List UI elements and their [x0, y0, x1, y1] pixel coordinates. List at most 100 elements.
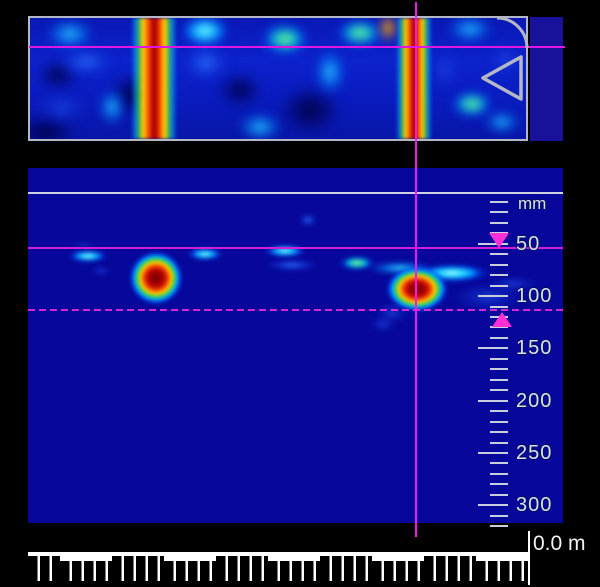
tape-baseline [28, 552, 528, 556]
ruler-minor-tick [490, 337, 508, 339]
heat-blob-dark [218, 74, 262, 106]
tape-segment [60, 561, 112, 581]
depth-unit-label: mm [518, 194, 547, 213]
ruler-minor-tick [490, 494, 508, 496]
depth-range-bottom-marker[interactable] [492, 312, 512, 327]
depth-range-top-marker[interactable] [489, 233, 509, 248]
heat-blob-cyan [368, 261, 432, 275]
heat-blob-faint [375, 303, 409, 323]
heat-blob-cyan [238, 113, 282, 139]
heat-blob-bright [68, 250, 108, 262]
tape-segment [268, 561, 320, 581]
ruler-minor-tick [490, 389, 508, 391]
tape-segment [320, 556, 372, 581]
ruler-minor-tick [490, 410, 508, 412]
ruler-label: 300 [516, 494, 553, 516]
heat-blob-cyan [484, 111, 520, 133]
section-view-panel [28, 168, 563, 523]
tape-segment [112, 556, 164, 581]
heat-blob-faint [452, 283, 524, 311]
heat-blob-cyan [447, 18, 493, 42]
ruler-minor-tick [490, 358, 508, 360]
ruler-major-tick [478, 295, 508, 297]
heat-blob-cyan [99, 89, 125, 125]
ruler-major-tick [478, 504, 508, 506]
ruler-label: 250 [516, 442, 553, 464]
ruler-minor-tick [490, 285, 508, 287]
rebar-band [131, 18, 177, 139]
ruler-minor-tick [490, 473, 508, 475]
ruler-minor-tick [490, 264, 508, 266]
ruler-minor-tick [490, 525, 508, 527]
tape-segment-light [372, 556, 424, 561]
heat-blob-hot [129, 251, 183, 305]
strip-cursor-horizontal[interactable] [29, 46, 565, 48]
heat-blob-blue [266, 259, 318, 271]
rebar-band [396, 18, 432, 139]
ruler-minor-tick [490, 421, 508, 423]
ruler-minor-tick [490, 515, 508, 517]
depth-line-dashed[interactable] [28, 309, 563, 311]
ruler-label: 200 [516, 390, 553, 412]
heat-blob-cyan [315, 49, 345, 95]
tape-segment-light [164, 556, 216, 561]
ruler-minor-tick [490, 201, 508, 203]
tape-segment-light [60, 556, 112, 561]
heat-blob-blue [299, 214, 317, 226]
tape-segment-light [268, 556, 320, 561]
ruler-minor-tick [490, 211, 508, 213]
tape-segment [424, 556, 476, 581]
ruler-minor-tick [490, 442, 508, 444]
heat-blob-green [336, 19, 384, 47]
heat-blob-faint [91, 266, 111, 276]
heat-blob-bright [414, 264, 490, 282]
ruler-minor-tick [490, 222, 508, 224]
ruler-label: 150 [516, 337, 553, 359]
ruler-label: 100 [516, 285, 553, 307]
tape-segment-light [476, 556, 528, 561]
ruler-major-tick [478, 347, 508, 349]
heat-blob-dark [30, 116, 75, 139]
heat-blob-dark [109, 73, 161, 117]
heat-blob-green [261, 23, 309, 55]
heat-blob-blue [58, 48, 114, 76]
top-view-frame [28, 16, 528, 141]
depth-line-solid[interactable] [28, 247, 563, 249]
heat-blob-blue [183, 45, 229, 81]
heat-blob-dark [280, 86, 340, 134]
heat-blob-cyan [46, 19, 94, 49]
top-view-extension [530, 17, 563, 141]
ruler-major-tick [478, 452, 508, 454]
ruler-label: 50 [516, 233, 541, 255]
tape-segment [28, 556, 60, 581]
ruler-minor-tick [490, 462, 508, 464]
distance-tape [28, 552, 528, 582]
tape-segment [164, 561, 216, 581]
heat-blob-bright [180, 18, 230, 47]
heat-blob-bright [187, 248, 223, 260]
ruler-minor-tick [490, 274, 508, 276]
top-view-heatmap [30, 18, 526, 139]
ruler-minor-tick [490, 379, 508, 381]
ruler-minor-tick [490, 368, 508, 370]
vertical-cursor[interactable] [415, 2, 417, 537]
heat-blob-hot [386, 266, 448, 312]
heat-blob-faint [36, 92, 88, 124]
position-readout: 0.0 m [533, 532, 586, 555]
tape-position-line [528, 531, 530, 585]
tape-segment [476, 561, 528, 581]
heat-blob-green [339, 256, 375, 270]
tape-segment [372, 561, 424, 581]
ruler-major-tick [478, 400, 508, 402]
ruler-minor-tick [490, 326, 508, 328]
ruler-minor-tick [490, 431, 508, 433]
heat-blob-dark [38, 61, 78, 89]
heat-blob-faint [431, 50, 459, 90]
surface-line [28, 192, 563, 194]
ruler-minor-tick [490, 483, 508, 485]
tape-segment [216, 556, 268, 581]
heat-blob-warm [379, 18, 397, 42]
ruler-minor-tick [490, 253, 508, 255]
ruler-minor-tick [490, 306, 508, 308]
